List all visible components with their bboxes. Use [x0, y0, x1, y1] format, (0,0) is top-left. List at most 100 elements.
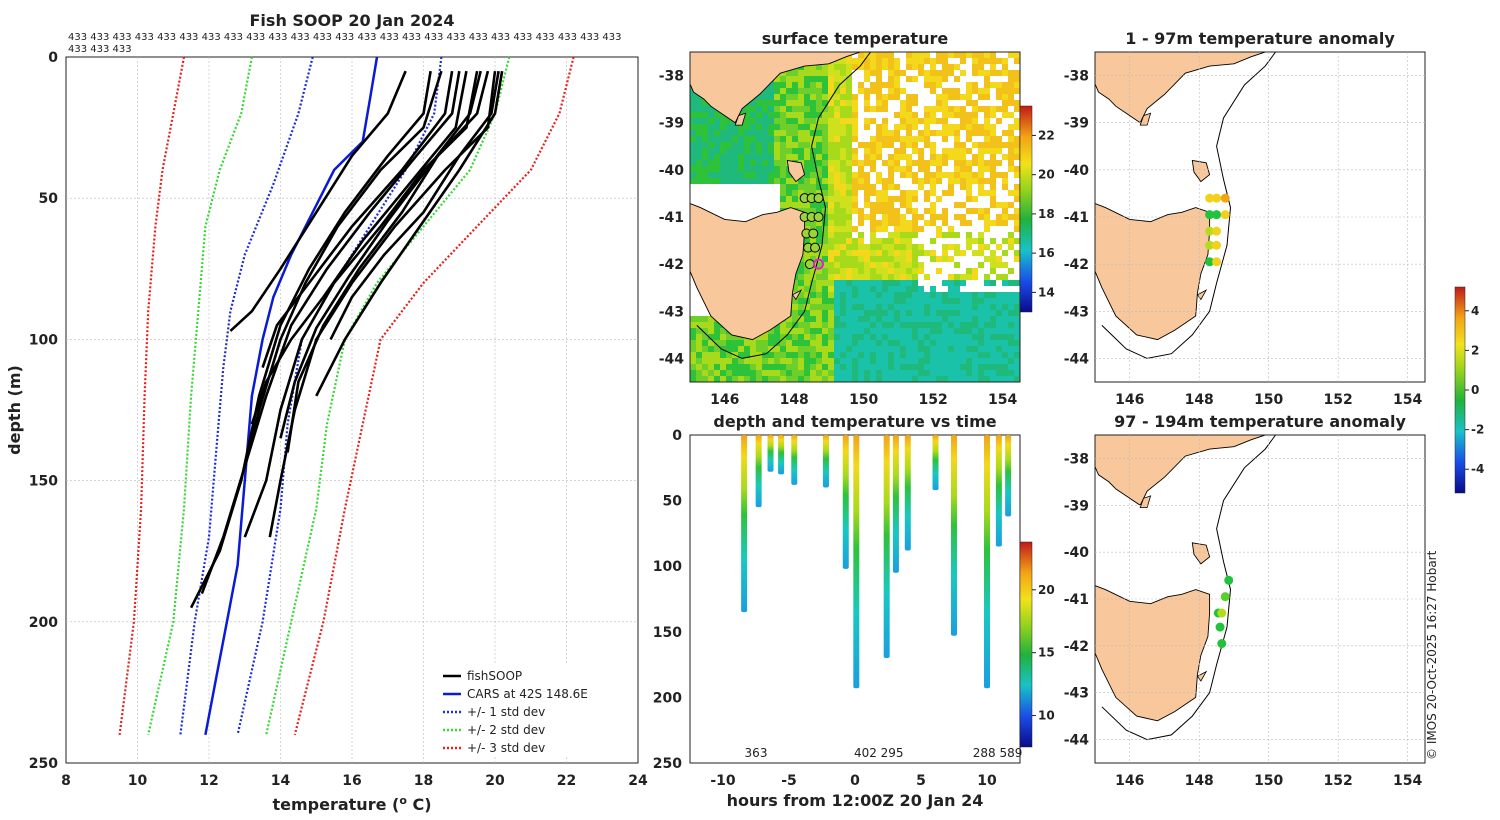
sst-pixel	[702, 100, 708, 106]
sst-pixel	[696, 328, 702, 334]
sst-pixel	[816, 268, 822, 274]
sst-pixel	[918, 334, 924, 340]
sst-pixel	[1002, 154, 1008, 160]
sst-pixel	[954, 124, 960, 130]
sst-pixel	[978, 58, 984, 64]
sst-pixel	[870, 190, 876, 196]
sst-pixel	[852, 190, 858, 196]
sst-pixel	[840, 238, 846, 244]
sst-pixel	[996, 316, 1002, 322]
timeplot-cast-bar	[778, 435, 785, 475]
sst-pixel	[798, 376, 804, 382]
sst-pixel	[822, 238, 828, 244]
sst-pixel	[858, 346, 864, 352]
sst-pixel	[846, 238, 852, 244]
sst-pixel	[696, 316, 702, 322]
sst-pixel	[810, 310, 816, 316]
timeplot-ytick: 200	[653, 690, 682, 706]
sst-pixel	[906, 268, 912, 274]
sst-pixel	[996, 214, 1002, 220]
sst-pixel	[726, 154, 732, 160]
sst-pixel	[816, 172, 822, 178]
anom1-point	[1205, 193, 1215, 203]
sst-pixel	[882, 238, 888, 244]
sst-pixel	[888, 292, 894, 298]
sst-pixel	[990, 292, 996, 298]
sst-pixel	[936, 334, 942, 340]
sst-pixel	[798, 76, 804, 82]
sst-pixel	[822, 292, 828, 298]
map-lon-tick: 154	[988, 392, 1017, 408]
sst-pixel	[708, 352, 714, 358]
fishsoop-cast-line	[315, 70, 504, 397]
sst-pixel	[930, 148, 936, 154]
sst-pixel	[972, 250, 978, 256]
sst-pixel	[840, 280, 846, 286]
sst-pixel	[726, 160, 732, 166]
sst-pixel	[720, 346, 726, 352]
sst-pixel	[804, 70, 810, 76]
sst-pixel	[942, 220, 948, 226]
sst-pixel	[822, 64, 828, 70]
sst-pixel	[1008, 214, 1014, 220]
sst-pixel	[1002, 322, 1008, 328]
sst-pixel	[990, 304, 996, 310]
sst-pixel	[894, 94, 900, 100]
sst-pixel	[852, 196, 858, 202]
sst-pixel	[786, 112, 792, 118]
sst-pixel	[714, 130, 720, 136]
sst-pixel	[942, 256, 948, 262]
sst-pixel	[720, 178, 726, 184]
sst-pixel	[912, 58, 918, 64]
sst-station-marker	[813, 193, 824, 204]
anom-colorbar-label: -2	[1471, 423, 1484, 437]
sst-pixel	[846, 100, 852, 106]
sst-pixel	[768, 94, 774, 100]
sst-pixel	[846, 334, 852, 340]
sst-pixel	[984, 298, 990, 304]
map-lon-tick: 146	[710, 392, 739, 408]
sst-pixel	[792, 310, 798, 316]
sst-pixel	[690, 340, 696, 346]
sst-pixel	[762, 148, 768, 154]
sst-pixel	[990, 196, 996, 202]
sst-pixel	[870, 376, 876, 382]
sst-pixel	[780, 82, 786, 88]
sst-pixel	[960, 172, 966, 178]
sst-pixel	[810, 376, 816, 382]
sst-pixel	[918, 358, 924, 364]
sst-pixel	[858, 64, 864, 70]
sst-pixel	[924, 208, 930, 214]
sst-pixel	[966, 370, 972, 376]
sst-pixel	[696, 346, 702, 352]
sst-pixel	[966, 358, 972, 364]
sst-pixel	[942, 346, 948, 352]
sst-pixel	[756, 94, 762, 100]
sst-pixel	[960, 70, 966, 76]
sst-pixel	[1008, 358, 1014, 364]
timeplot-colorbar-label: 10	[1038, 709, 1055, 723]
sst-pixel	[864, 58, 870, 64]
map-lat-tick: -40	[659, 163, 685, 179]
sst-pixel	[912, 292, 918, 298]
sst-pixel	[786, 94, 792, 100]
anom1-point	[1220, 210, 1230, 220]
sst-pixel	[708, 316, 714, 322]
sst-pixel	[720, 118, 726, 124]
sst-pixel	[882, 346, 888, 352]
sst-pixel	[942, 340, 948, 346]
sst-pixel	[846, 274, 852, 280]
sst-pixel	[816, 64, 822, 70]
sst-pixel	[930, 298, 936, 304]
sst-pixel	[810, 238, 816, 244]
sst-pixel	[876, 268, 882, 274]
sst-pixel	[792, 130, 798, 136]
sst-pixel	[714, 364, 720, 370]
sst-pixel	[888, 298, 894, 304]
sst-pixel	[930, 292, 936, 298]
sst-pixel	[708, 364, 714, 370]
sst-pixel	[840, 106, 846, 112]
sst-pixel	[1014, 52, 1020, 58]
sst-pixel	[906, 370, 912, 376]
sst-pixel	[816, 334, 822, 340]
